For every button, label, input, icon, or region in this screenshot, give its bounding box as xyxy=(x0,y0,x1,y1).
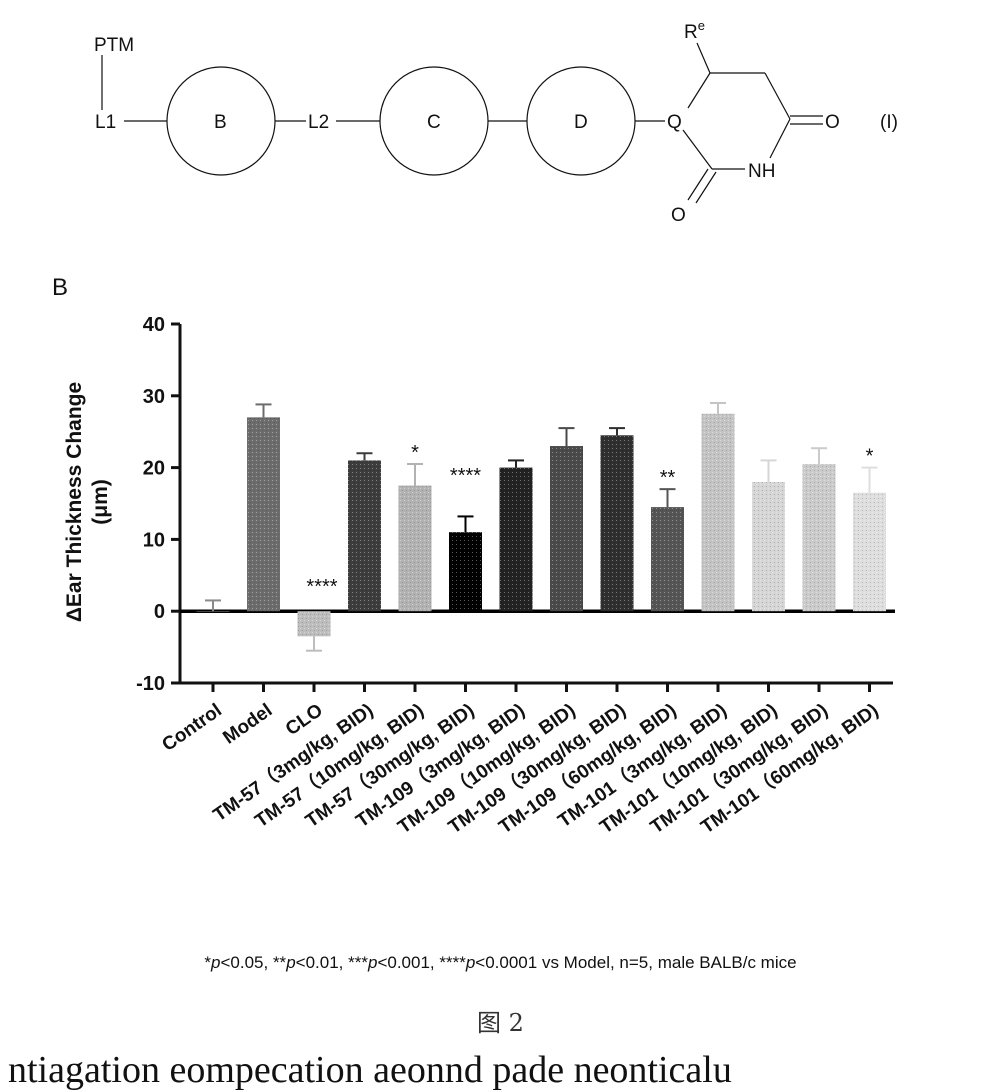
bar-texture xyxy=(752,481,785,612)
nh-label: NH xyxy=(748,161,775,182)
formula-number: (I) xyxy=(880,112,898,133)
y-tick-label: 0 xyxy=(154,601,165,623)
y-tick-label: 40 xyxy=(143,314,165,336)
panel-label: B xyxy=(52,274,68,301)
carbonyl-o-right-label: O xyxy=(825,112,840,133)
y-tick-label: 10 xyxy=(143,529,165,551)
category-label: Control xyxy=(158,700,225,756)
y-tick-label: 30 xyxy=(143,386,165,408)
figure-caption: 图 2 xyxy=(477,1009,524,1037)
bar-texture xyxy=(651,507,684,612)
significance-marker: * xyxy=(866,446,874,468)
significance-marker: **** xyxy=(450,465,481,487)
bar-texture xyxy=(701,413,735,612)
q-label: Q xyxy=(667,112,682,133)
y-axis-unit: (μm) xyxy=(89,479,112,525)
significance-marker: * xyxy=(411,442,419,464)
ptm-label: PTM xyxy=(94,35,134,56)
bar-texture xyxy=(550,446,583,612)
significance-footnote: *p<0.05, **p<0.01, ***p<0.001, ****p<0.0… xyxy=(204,953,797,972)
l2-label: L2 xyxy=(308,112,329,133)
bar-texture xyxy=(600,435,634,612)
bar-texture xyxy=(196,611,230,612)
bar-texture xyxy=(853,492,886,612)
y-tick-label: 20 xyxy=(143,458,165,480)
category-label: Model xyxy=(219,700,276,749)
bar-texture xyxy=(297,611,331,637)
bar-texture xyxy=(802,464,836,612)
bar-texture xyxy=(499,467,533,612)
l1-label: L1 xyxy=(95,112,116,133)
bar-texture xyxy=(398,485,432,612)
ring-d-label: D xyxy=(574,112,588,133)
bar-texture xyxy=(247,417,280,612)
re-label: Re xyxy=(684,18,705,43)
significance-marker: **** xyxy=(306,576,337,598)
truncated-page-text: ntiagation eompecation aeonnd pade neont… xyxy=(8,1049,732,1091)
y-axis-title: ΔEar Thickness Change (μm) xyxy=(63,382,112,622)
bar-texture xyxy=(449,532,482,612)
bar-texture xyxy=(348,460,381,612)
y-tick-label: -10 xyxy=(136,673,165,695)
ring-b-label: B xyxy=(214,112,227,133)
ear-thickness-bar-chart: B ΔEar Thickness Change (μm) -10 0 10 20 30 4… xyxy=(52,274,895,838)
carbonyl-o-bottom-label: O xyxy=(671,205,686,226)
chemical-structure-scheme: PTM L1 B L2 C D Q Re NH O O (I) xyxy=(94,18,898,226)
y-axis-label: ΔEar Thickness Change xyxy=(63,382,86,622)
significance-marker: ** xyxy=(660,467,676,489)
ring-c-label: C xyxy=(427,112,441,133)
